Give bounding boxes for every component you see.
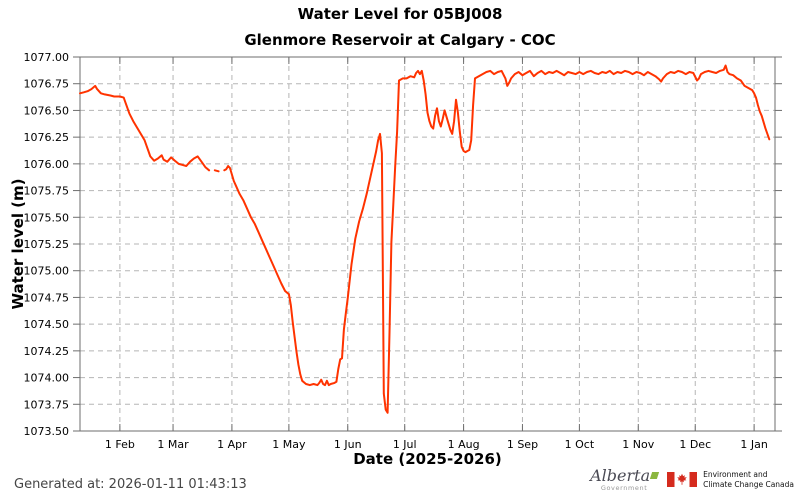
x-tick-label: 1 Dec xyxy=(679,438,711,451)
eccc-logo: Environment and Climate Change Canada xyxy=(667,470,794,490)
alberta-logo-text: Alberta xyxy=(590,466,651,485)
x-tick-label: 1 May xyxy=(272,438,306,451)
x-tick-label: 1 Apr xyxy=(217,438,247,451)
alberta-logo: Alberta Government xyxy=(590,466,660,492)
y-tick-label: 1075.25 xyxy=(24,238,70,251)
y-tick-label: 1076.25 xyxy=(24,131,70,144)
y-tick-label: 1073.50 xyxy=(24,425,70,438)
y-tick-label: 1076.75 xyxy=(24,78,70,91)
y-tick-label: 1075.00 xyxy=(24,265,70,278)
y-tick-label: 1074.50 xyxy=(24,318,70,331)
generated-at-text: Generated at: 2026-01-11 01:43:13 xyxy=(14,477,247,492)
water-level-series xyxy=(223,64,771,414)
x-tick-label: 1 Sep xyxy=(507,438,538,451)
eccc-text: Environment and Climate Change Canada xyxy=(703,470,794,490)
eccc-text-line1: Environment and xyxy=(703,469,768,479)
y-tick-label: 1074.75 xyxy=(24,291,70,304)
water-level-series xyxy=(79,84,211,172)
water-level-series xyxy=(213,169,220,173)
y-tick-label: 1074.00 xyxy=(24,372,70,385)
x-tick-label: 1 Nov xyxy=(622,438,654,451)
y-tick-label: 1076.50 xyxy=(24,104,70,117)
maple-leaf-icon xyxy=(677,474,687,483)
footer-logos: Alberta Government Environment and Clima… xyxy=(590,468,794,492)
y-tick-label: 1073.75 xyxy=(24,398,70,411)
eccc-text-line2: Climate Change Canada xyxy=(703,479,794,489)
x-tick-label: 1 Jan xyxy=(740,438,767,451)
alberta-leaf-icon xyxy=(649,472,660,479)
x-tick-label: 1 Mar xyxy=(157,438,189,451)
x-axis-title: Date (2025-2026) xyxy=(353,450,502,468)
x-tick-label: 1 Jul xyxy=(393,438,417,451)
x-tick-label: 1 Jun xyxy=(334,438,362,451)
y-tick-label: 1075.75 xyxy=(24,185,70,198)
y-tick-label: 1074.25 xyxy=(24,345,70,358)
y-axis-title: Water level (m) xyxy=(9,178,27,310)
x-tick-label: 1 Oct xyxy=(565,438,595,451)
x-tick-label: 1 Aug xyxy=(448,438,480,451)
chart-title: Water Level for 05BJ008 xyxy=(297,5,503,23)
y-tick-label: 1077.00 xyxy=(24,51,70,64)
canada-flag-icon xyxy=(667,472,698,488)
x-tick-label: 1 Feb xyxy=(105,438,135,451)
y-tick-label: 1076.00 xyxy=(24,158,70,171)
alberta-government-text: Government xyxy=(600,484,648,492)
y-tick-label: 1075.50 xyxy=(24,211,70,224)
chart-subtitle: Glenmore Reservoir at Calgary - COC xyxy=(244,31,556,49)
